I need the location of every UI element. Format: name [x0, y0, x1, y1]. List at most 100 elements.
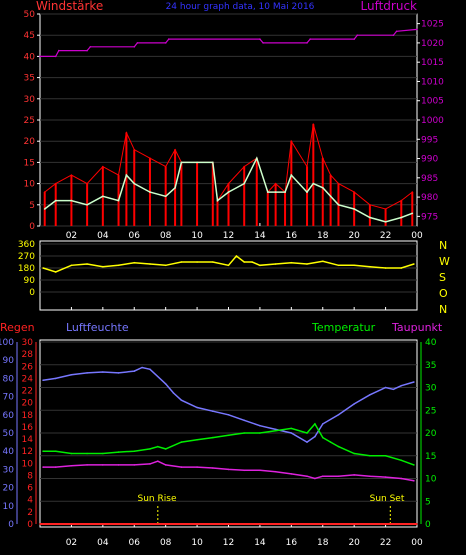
temperature-line-point	[180, 441, 183, 443]
wind-left-tick: 15	[24, 158, 35, 168]
temp-right-tick: 20	[425, 429, 437, 439]
x-tick-label-bottom: 20	[348, 538, 360, 548]
direction-line-point	[290, 261, 293, 264]
wind-avg-line-point	[411, 212, 414, 215]
pressure-line-point	[416, 28, 418, 31]
temp-right-tick: 40	[425, 338, 437, 348]
direction-line-point	[164, 264, 167, 267]
x-tick-label-bottom: 10	[191, 538, 203, 548]
humidity-line-point	[243, 419, 245, 422]
rain-left-tick: 18	[22, 411, 34, 421]
x-tick-label-bottom: 22	[380, 538, 391, 548]
temperature-line-point	[102, 452, 104, 455]
dewpoint-line-point	[102, 464, 104, 466]
pressure-line-point	[168, 38, 170, 40]
humidity-line-point	[196, 406, 198, 409]
direction-line-point	[86, 263, 88, 265]
temperature-line-point	[353, 452, 356, 455]
dewpoint-line-point	[306, 475, 308, 478]
direction-line-point	[353, 264, 356, 267]
humidity-line-point	[70, 374, 73, 376]
label-layer: Regen Luftfeuchte Temperatur Taupunkt Su…	[0, 321, 443, 504]
pressure-line-point	[58, 49, 60, 52]
x-tick-label-bottom: 08	[160, 538, 172, 548]
temperature-label: Temperatur	[311, 321, 376, 334]
wind-left-tick: 25	[24, 116, 35, 126]
wind-avg-line-point	[369, 216, 371, 219]
wind-avg-line-point	[284, 191, 286, 193]
direction-line	[42, 254, 415, 273]
pressure-right-tick: 1010	[421, 77, 444, 87]
pressure-line-point	[89, 46, 92, 48]
humidity-line-point	[102, 371, 104, 373]
direction-line-point	[251, 261, 253, 263]
direction-line-point	[259, 264, 261, 267]
series-layer	[39, 28, 418, 525]
x-tick-label-top: 00	[411, 231, 423, 241]
humidity-line-point	[314, 435, 316, 438]
direction-line-point	[70, 264, 73, 267]
direction-line-point	[400, 267, 403, 269]
x-tick-label-bottom: 18	[317, 538, 329, 548]
pressure-right-tick: 985	[421, 174, 438, 184]
pressure-right-tick: 1020	[421, 39, 444, 49]
wind-avg-line-point	[337, 204, 340, 206]
x-tick-label-bottom: 12	[223, 538, 234, 548]
pressure-right-tick: 975	[421, 212, 438, 222]
wind-gust-line-point	[400, 199, 403, 202]
temperature-line-point	[42, 450, 44, 453]
x-tick-label-bottom: 16	[286, 538, 298, 548]
wind-gust-line-point	[329, 174, 332, 176]
wind-left-tick: 35	[24, 74, 35, 84]
pressure-line-point	[306, 42, 308, 44]
temp-right-tick: 25	[425, 406, 436, 416]
humidity-line-point	[212, 410, 214, 413]
rain-left-tick: 28	[22, 350, 34, 360]
direction-line-point	[227, 264, 230, 267]
direction-line-point	[337, 264, 340, 267]
temperature-line	[43, 422, 415, 466]
dewpoint-line-point	[180, 466, 183, 468]
temp-right-tick: 0	[425, 520, 431, 530]
dir-left-tick: 360	[18, 240, 35, 250]
wind-avg-line-point	[117, 199, 120, 202]
x-tick-label-top: 20	[348, 231, 360, 241]
temperature-line-point	[259, 432, 261, 434]
humidity-line-point	[353, 403, 356, 405]
temp-right-tick: 30	[425, 384, 437, 394]
wind-gust-line-point	[312, 123, 315, 125]
x-tick-label-bottom: 04	[97, 538, 109, 548]
rain-left-tick: 0	[27, 520, 33, 530]
direction-line-point	[54, 271, 57, 273]
wind-left-tick: 30	[24, 95, 36, 105]
pressure-line-point	[392, 34, 395, 36]
humidity-line-point	[322, 423, 324, 425]
humidity-line-point	[149, 368, 151, 371]
humidity-line-point	[164, 383, 167, 385]
wind-gust-line-point	[149, 157, 151, 159]
pressure-right-tick: 1005	[421, 97, 444, 107]
humidity-line-point	[133, 370, 136, 372]
wind-gust-line-point	[70, 174, 73, 176]
humidity-line-point	[141, 366, 143, 369]
x-tick-label-top: 12	[223, 231, 234, 241]
rain-left-tick: 4	[27, 496, 33, 506]
rain-left-tick: 8	[27, 471, 33, 481]
pressure-line-point	[262, 42, 264, 44]
rain-line-point	[39, 523, 41, 525]
wind-avg-line-point	[306, 191, 308, 193]
humidity-line-point	[392, 388, 395, 391]
humidity-label: Luftfeuchte	[66, 321, 129, 334]
wind-avg-line-point	[255, 157, 258, 159]
temperature-line-point	[329, 441, 332, 443]
dewpoint-line-point	[227, 468, 230, 471]
humidity-line-point	[54, 377, 57, 380]
temperature-line-point	[384, 455, 387, 457]
dewpoint-line-point	[322, 475, 324, 478]
rain-left-tick: 12	[22, 447, 33, 457]
x-tick-label-top: 08	[160, 231, 172, 241]
dewpoint-line-point	[42, 466, 44, 468]
humidity-left-tick: 50	[3, 429, 15, 439]
humidity-line-point	[259, 424, 261, 427]
wind-avg-line-point	[102, 195, 104, 198]
